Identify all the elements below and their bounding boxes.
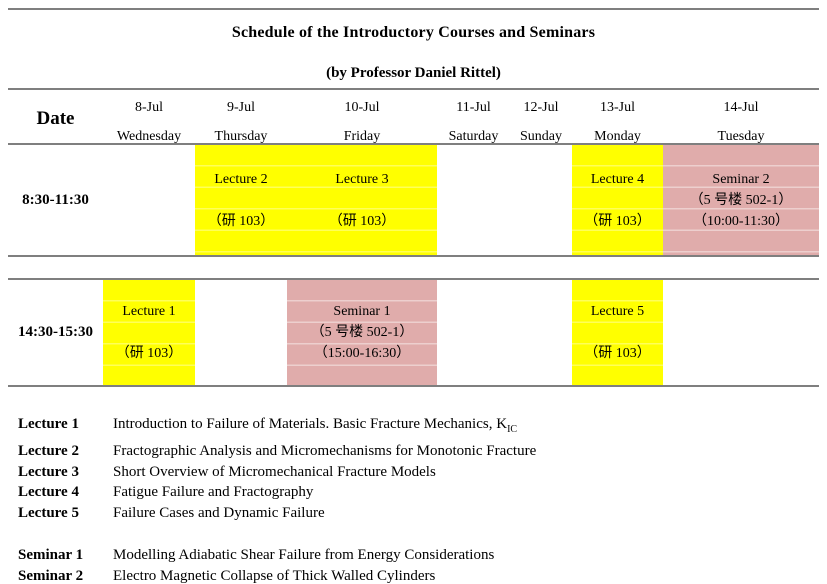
lecture-room: （研 103） bbox=[115, 346, 183, 361]
day-header-weekday: Sunday bbox=[520, 129, 562, 144]
cell-lecture-5: Lecture 5 （研 103） bbox=[572, 280, 663, 385]
legend-description: Fractographic Analysis and Micromechanis… bbox=[113, 442, 537, 459]
day-header-weekday: Monday bbox=[594, 129, 641, 144]
row-spacer bbox=[8, 257, 819, 278]
legend-item: Lecture 4 Fatigue Failure and Fractograp… bbox=[8, 482, 819, 503]
day-header-friday: 10-Jul Friday bbox=[287, 90, 437, 147]
day-header-weekday: Thursday bbox=[214, 129, 268, 144]
cell-lecture-3: Lecture 3 （研 103） bbox=[287, 145, 437, 255]
cell-lecture-1: Lecture 1 （研 103） bbox=[103, 280, 195, 385]
page-subtitle: (by Professor Daniel Rittel) bbox=[326, 65, 501, 81]
day-header-date: 8-Jul bbox=[135, 100, 163, 115]
schedule-header-row: Date 8-Jul Wednesday 9-Jul Thursday 10-J… bbox=[8, 90, 819, 145]
legend-item: Lecture 1 Introduction to Failure of Mat… bbox=[8, 414, 819, 441]
seminar-time: （10:00-11:30） bbox=[693, 213, 789, 229]
day-header-weekday: Wednesday bbox=[116, 129, 182, 144]
day-header-sunday: 12-Jul Sunday bbox=[510, 90, 572, 147]
legend-description: Introduction to Failure of Materials. Ba… bbox=[113, 414, 819, 441]
empty-cell-saturday bbox=[437, 280, 510, 385]
legend-label: Lecture 4 bbox=[18, 484, 79, 501]
empty-cell-sunday bbox=[510, 145, 572, 255]
cell-lecture-2: Lecture 2 （研 103） bbox=[195, 145, 287, 255]
day-header-weekday: Tuesday bbox=[717, 129, 765, 144]
legend-description: Modelling Adiabatic Shear Failure from E… bbox=[113, 546, 495, 563]
empty-cell-tuesday bbox=[663, 280, 819, 385]
day-header-saturday: 11-Jul Saturday bbox=[437, 90, 510, 147]
legend-label: Seminar 1 bbox=[18, 546, 84, 563]
legend-seminars: Seminar 1 Modelling Adiabatic Shear Fail… bbox=[8, 545, 819, 584]
day-header-tuesday: 14-Jul Tuesday bbox=[663, 90, 819, 147]
lecture-name: Lecture 1 bbox=[122, 304, 176, 319]
legend-label: Lecture 1 bbox=[18, 416, 79, 432]
legend-item: Lecture 3 Short Overview of Micromechani… bbox=[8, 462, 819, 483]
day-header-wednesday: 8-Jul Wednesday bbox=[103, 90, 195, 147]
legend-item: Lecture 5 Failure Cases and Dynamic Fail… bbox=[8, 503, 819, 524]
lecture-room: （研 103） bbox=[207, 213, 275, 229]
seminar-location: （5 号楼 502-1） bbox=[310, 325, 414, 340]
seminar-name: Seminar 1 bbox=[333, 304, 391, 319]
schedule-row-afternoon: 14:30-15:30 Lecture 1 （研 103） Seminar 1 … bbox=[8, 278, 819, 387]
seminar-location: （5 号楼 502-1） bbox=[689, 192, 793, 208]
page-title: Schedule of the Introductory Courses and… bbox=[231, 24, 596, 41]
day-header-date: 12-Jul bbox=[523, 100, 559, 115]
day-header-date: 13-Jul bbox=[600, 100, 635, 115]
cell-seminar-1: Seminar 1 （5 号楼 502-1） （15:00-16:30） bbox=[287, 280, 437, 385]
day-header-thursday: 9-Jul Thursday bbox=[195, 90, 287, 147]
lecture-room: （研 103） bbox=[584, 346, 651, 361]
legend-description: Fatigue Failure and Fractography bbox=[113, 484, 314, 501]
lecture-room: （研 103） bbox=[328, 213, 396, 229]
day-header-date: 11-Jul bbox=[456, 100, 491, 115]
cell-seminar-2: Seminar 2 （5 号楼 502-1） （10:00-11:30） bbox=[663, 145, 819, 255]
seminar-time: （15:00-16:30） bbox=[313, 346, 411, 361]
day-header-monday: 13-Jul Monday bbox=[572, 90, 663, 147]
day-header-date: 9-Jul bbox=[227, 100, 255, 115]
legend-item: Seminar 2 Electro Magnetic Collapse of T… bbox=[8, 566, 819, 584]
lecture-room: （研 103） bbox=[584, 213, 651, 229]
legend-description-text: Introduction to Failure of Materials. Ba… bbox=[113, 416, 508, 432]
lecture-name: Lecture 5 bbox=[590, 304, 645, 319]
legend-lectures: Lecture 1 Introduction to Failure of Mat… bbox=[8, 414, 819, 524]
legend-description: Short Overview of Micromechanical Fractu… bbox=[113, 463, 436, 480]
empty-cell-sunday bbox=[510, 280, 572, 385]
legend: Lecture 1 Introduction to Failure of Mat… bbox=[8, 414, 819, 584]
lecture-name: Lecture 4 bbox=[590, 171, 645, 187]
day-header-date: 14-Jul bbox=[723, 100, 759, 115]
legend-label: Lecture 2 bbox=[18, 442, 79, 459]
day-header-weekday: Saturday bbox=[448, 129, 499, 144]
legend-label: Seminar 2 bbox=[18, 567, 84, 584]
day-header-date: 10-Jul bbox=[344, 100, 380, 115]
seminar-name: Seminar 2 bbox=[712, 171, 770, 187]
time-slot-label: 8:30-11:30 bbox=[22, 191, 89, 208]
legend-item: Lecture 2 Fractographic Analysis and Mic… bbox=[8, 441, 819, 462]
legend-label: Lecture 5 bbox=[18, 505, 79, 522]
legend-label: Lecture 3 bbox=[18, 463, 79, 480]
schedule-row-morning: 8:30-11:30 Lecture 2 （研 103） Lecture 3 （… bbox=[8, 145, 819, 257]
lecture-name: Lecture 2 bbox=[214, 171, 268, 187]
legend-description-subscript: IC bbox=[507, 424, 518, 435]
date-column-header: Date bbox=[36, 107, 75, 129]
day-header-weekday: Friday bbox=[343, 129, 381, 144]
title-block: Schedule of the Introductory Courses and… bbox=[8, 8, 819, 90]
cell-lecture-4: Lecture 4 （研 103） bbox=[572, 145, 663, 255]
time-slot-label: 14:30-15:30 bbox=[18, 324, 93, 340]
lecture-name: Lecture 3 bbox=[335, 171, 389, 187]
empty-cell-saturday bbox=[437, 145, 510, 255]
schedule-document: Schedule of the Introductory Courses and… bbox=[8, 8, 819, 584]
legend-description: Failure Cases and Dynamic Failure bbox=[113, 505, 325, 522]
empty-cell-thursday bbox=[195, 280, 287, 385]
legend-description: Electro Magnetic Collapse of Thick Walle… bbox=[113, 567, 436, 584]
empty-cell-wednesday bbox=[103, 145, 195, 255]
legend-item: Seminar 1 Modelling Adiabatic Shear Fail… bbox=[8, 545, 819, 566]
